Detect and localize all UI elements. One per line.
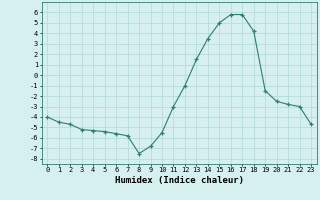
X-axis label: Humidex (Indice chaleur): Humidex (Indice chaleur) (115, 176, 244, 185)
